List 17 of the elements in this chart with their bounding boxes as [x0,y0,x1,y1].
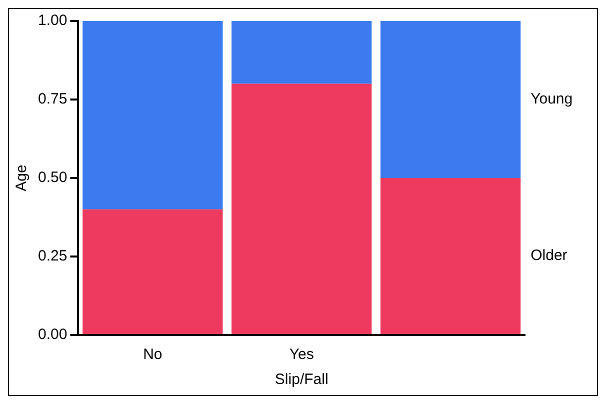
bar [380,178,521,334]
series-label: Older [530,247,568,264]
bar [82,21,223,210]
y-tick-label: 0.25 [38,248,68,265]
y-tick-label: 0.50 [38,169,68,186]
x-tick-label: Yes [289,346,314,364]
y-tick-label: 0.00 [38,326,68,344]
y-tick-label: 1.00 [38,12,68,30]
bar [232,21,372,84]
bar [82,209,223,334]
bar [232,84,372,334]
series-label: Young [530,90,573,108]
y-axis-title: Age [13,164,30,192]
x-tick-label: No [143,346,162,364]
x-axis-title: Slip/Fall [274,371,328,388]
bar [380,21,521,178]
y-tick-label: 0.75 [38,90,68,108]
